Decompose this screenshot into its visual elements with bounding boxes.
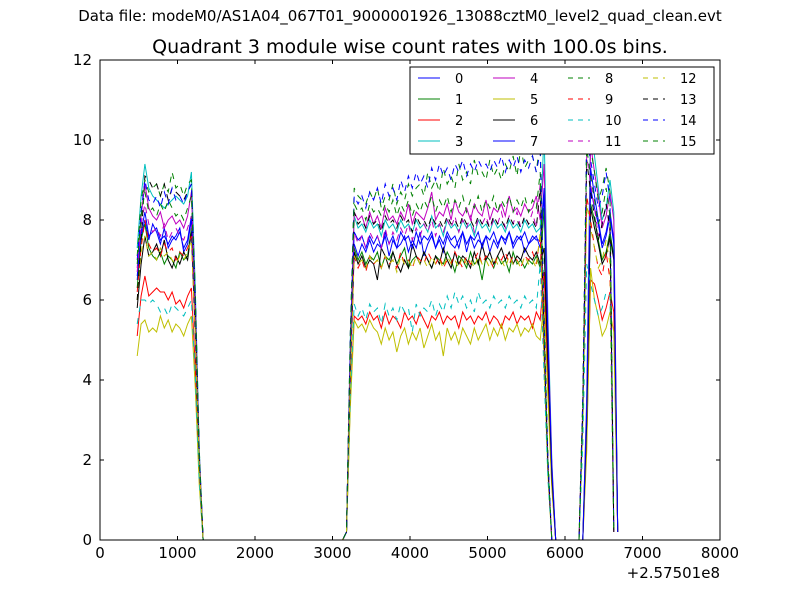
legend-label-11: 11 [605, 135, 622, 150]
x-tick-label: 2000 [236, 544, 274, 562]
y-tick-label: 6 [82, 291, 92, 309]
legend-label-9: 9 [605, 93, 613, 108]
x-tick-label: 1000 [158, 544, 196, 562]
legend-label-0: 0 [455, 72, 463, 87]
y-tick-label: 12 [73, 51, 92, 69]
legend-label-14: 14 [680, 114, 697, 129]
x-tick-label: 6000 [546, 544, 584, 562]
legend-label-7: 7 [530, 135, 538, 150]
x-tick-label: 0 [95, 544, 105, 562]
figure-suptitle: Data file: modeM0/AS1A04_067T01_90000019… [78, 7, 722, 25]
y-tick-label: 10 [73, 131, 92, 149]
x-tick-label: 4000 [391, 544, 429, 562]
x-tick-label: 7000 [623, 544, 661, 562]
y-tick-label: 4 [82, 371, 92, 389]
legend-label-6: 6 [530, 114, 538, 129]
legend-label-4: 4 [530, 72, 538, 87]
legend-label-10: 10 [605, 114, 622, 129]
legend-label-5: 5 [530, 93, 538, 108]
series-line-14 [136, 139, 615, 541]
x-tick-label: 5000 [468, 544, 506, 562]
x-offset-label: +2.57501e8 [627, 564, 720, 582]
legend-label-15: 15 [680, 135, 697, 150]
axis-ticks: 0 1000 2000 3000 4000 5000 6000 7000 80000246810… [73, 51, 739, 582]
x-tick-label: 3000 [313, 544, 351, 562]
legend-label-12: 12 [680, 72, 697, 87]
y-tick-label: 2 [82, 451, 92, 469]
y-tick-label: 0 [82, 531, 92, 549]
legend-label-3: 3 [455, 135, 463, 150]
legend-label-2: 2 [455, 114, 463, 129]
legend-box [409, 66, 715, 155]
plot-lines [136, 119, 619, 541]
y-tick-label: 8 [82, 211, 92, 229]
legend-label-8: 8 [605, 72, 613, 87]
legend-label-13: 13 [680, 93, 697, 108]
x-tick-label: 8000 [701, 544, 739, 562]
chart-title: Quadrant 3 module wise count rates with … [152, 36, 668, 58]
legend-label-1: 1 [455, 93, 463, 108]
series-line-11 [136, 155, 615, 541]
